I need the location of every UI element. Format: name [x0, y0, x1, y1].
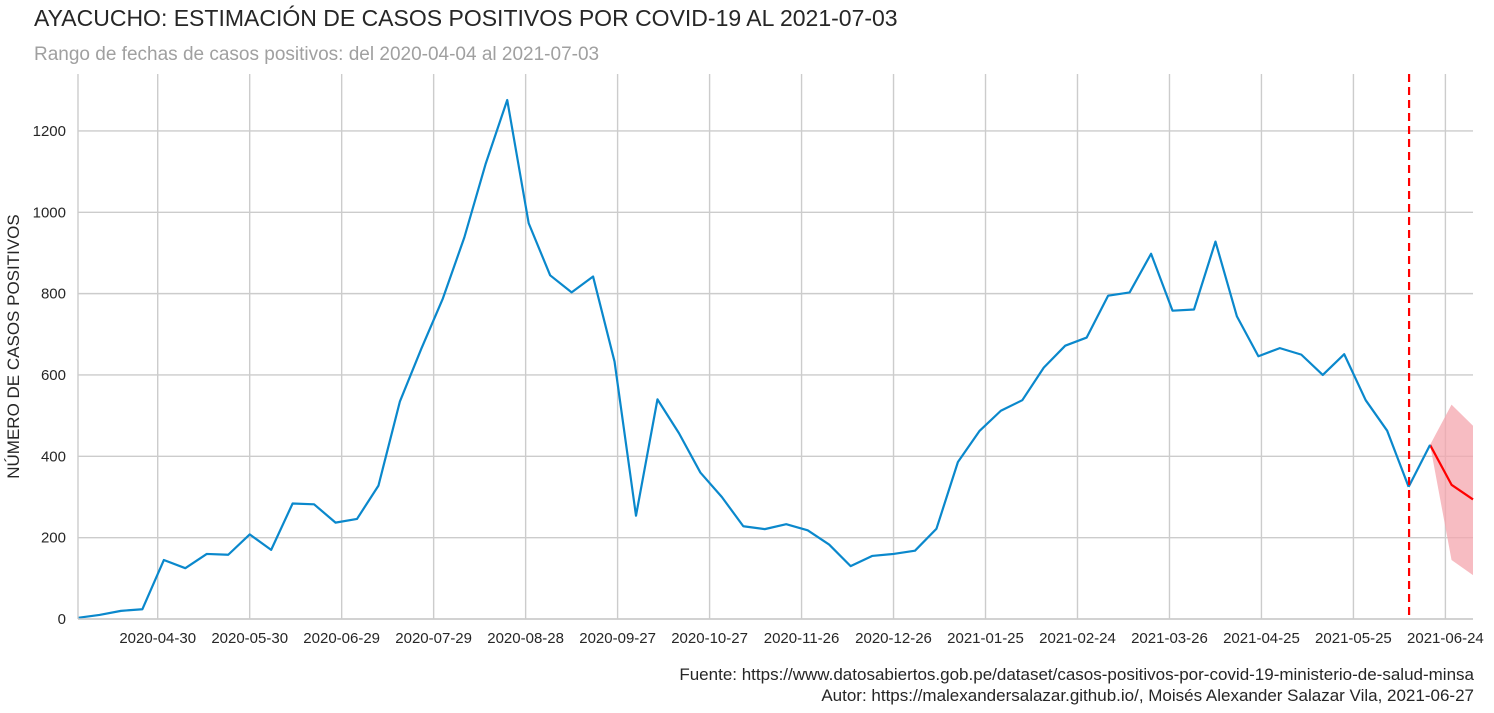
x-tick-label: 2021-04-25: [1223, 630, 1300, 647]
chart-title: AYACUCHO: ESTIMACIÓN DE CASOS POSITIVOS …: [34, 5, 898, 31]
y-tick-label: 400: [41, 448, 66, 465]
x-tick-label: 2020-06-29: [303, 630, 380, 647]
x-tick-label: 2020-04-30: [119, 630, 196, 647]
y-tick-label: 0: [58, 611, 66, 628]
y-tick-label: 1200: [33, 123, 66, 140]
y-tick-label: 200: [41, 530, 66, 547]
source-note: Fuente: https://www.datosabiertos.gob.pe…: [679, 665, 1474, 684]
observed-series-line: [77, 98, 1410, 619]
author-note: Autor: https://malexandersalazar.github.…: [821, 686, 1474, 705]
forecast-confidence-band: [1408, 404, 1473, 576]
y-tick-label: 1000: [33, 204, 66, 221]
forecast-series-line: [1429, 444, 1474, 501]
x-tick-label: 2021-06-24: [1407, 630, 1484, 647]
x-tick-label: 2020-08-28: [487, 630, 564, 647]
y-tick-label: 800: [41, 286, 66, 303]
forecast-connector-line: [1407, 444, 1432, 488]
x-tick-label: 2020-10-27: [671, 630, 748, 647]
x-tick-label: 2020-07-29: [395, 630, 472, 647]
x-tick-label: 2021-02-24: [1039, 630, 1116, 647]
x-tick-label: 2020-05-30: [211, 630, 288, 647]
x-tick-label: 2020-09-27: [579, 630, 656, 647]
x-tick-label: 2020-11-26: [764, 630, 840, 647]
chart-subtitle: Rango de fechas de casos positivos: del …: [34, 44, 600, 65]
x-tick-label: 2021-05-25: [1315, 630, 1392, 647]
x-tick-label: 2021-01-25: [947, 630, 1024, 647]
y-axis-label: NÚMERO DE CASOS POSITIVOS: [4, 214, 23, 479]
x-tick-label: 2020-12-26: [855, 630, 932, 647]
y-tick-label: 600: [41, 367, 66, 384]
x-tick-label: 2021-03-26: [1131, 630, 1208, 647]
